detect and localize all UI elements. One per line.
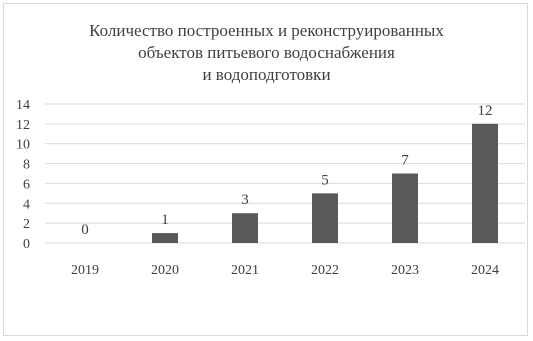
bar-2021 [232, 213, 258, 243]
bar-2024 [472, 123, 498, 243]
y-tick-label: 12 [16, 118, 30, 133]
x-tick-label-2019: 2019 [71, 263, 99, 278]
x-tick-label-2020: 2020 [151, 263, 179, 278]
y-tick-label: 2 [23, 217, 30, 232]
x-tick-label-2023: 2023 [391, 263, 419, 278]
chart-title-line-3: и водоподготовки [202, 65, 331, 84]
x-axis-tick-labels: 2019 2020 2021 2022 2023 2024 [71, 263, 499, 278]
bar-2022 [312, 193, 338, 243]
bar-2020 [152, 233, 178, 243]
y-axis-tick-labels: 0 2 4 6 8 10 12 14 [16, 98, 30, 252]
data-label-2020: 1 [161, 212, 169, 228]
chart-frame [3, 3, 528, 336]
x-tick-label-2022: 2022 [311, 263, 339, 278]
x-tick-label-2024: 2024 [471, 263, 499, 278]
y-tick-label: 4 [23, 197, 30, 212]
y-tick-label: 10 [16, 138, 30, 153]
data-label-2022: 5 [321, 172, 329, 188]
x-tick-label-2021: 2021 [231, 263, 259, 278]
chart-title: Количество построенных и реконструирован… [0, 20, 533, 86]
data-label-2021: 3 [241, 192, 249, 208]
y-tick-label: 14 [16, 98, 30, 113]
data-label-2023: 7 [401, 153, 409, 169]
bar-2023 [392, 173, 418, 243]
chart-title-line-2: объектов питьевого водоснабжения [138, 43, 395, 62]
y-tick-label: 8 [23, 158, 30, 173]
data-label-2024: 12 [478, 103, 493, 119]
y-tick-label: 6 [23, 177, 30, 192]
data-labels: 0 1 3 5 7 12 [81, 103, 492, 238]
gridlines [45, 103, 525, 244]
chart-title-line-1: Количество построенных и реконструирован… [89, 21, 444, 40]
y-tick-label: 0 [23, 237, 30, 252]
bars [152, 123, 498, 243]
data-label-2019: 0 [81, 222, 89, 238]
